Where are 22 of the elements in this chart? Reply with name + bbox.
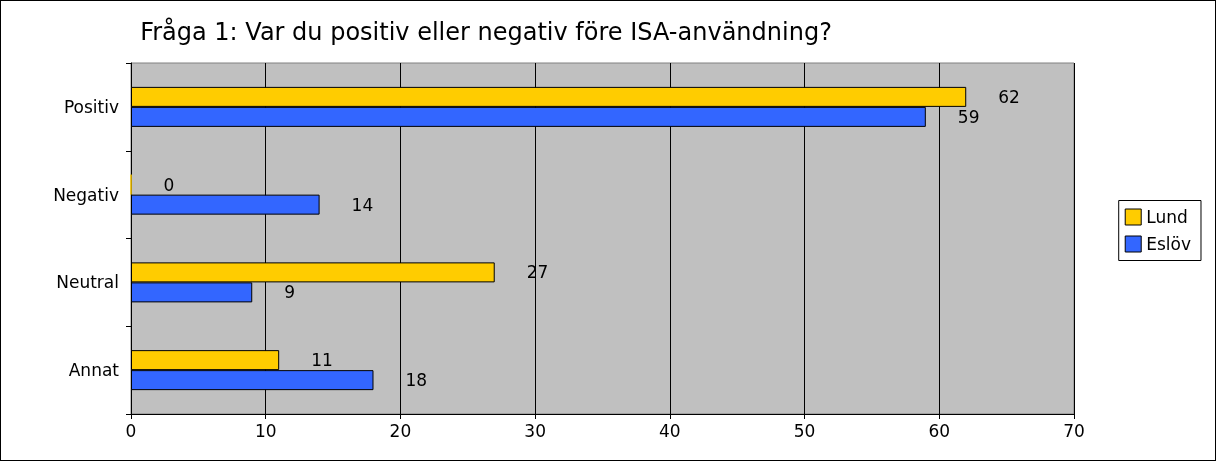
y-tick-label: Annat: [68, 360, 120, 381]
y-tick-label: Positiv: [63, 96, 119, 117]
x-tick-label: 20: [389, 420, 412, 441]
data-label: 18: [405, 370, 428, 391]
data-label: 14: [351, 194, 374, 215]
x-tick-label: 10: [254, 420, 277, 441]
x-tick-label: 0: [125, 420, 137, 441]
x-tick-label: 60: [928, 420, 951, 441]
x-tick-label: 50: [793, 420, 816, 441]
data-label: 62: [998, 86, 1020, 107]
chart-title: Fråga 1: Var du positiv eller negativ före ISA-användning?: [140, 17, 832, 46]
data-label: 11: [311, 350, 333, 371]
x-tick-label: 40: [659, 420, 681, 441]
x-tick-label: 30: [524, 420, 546, 441]
y-tick-label: Negativ: [53, 184, 119, 205]
data-label: 0: [163, 174, 175, 195]
data-label: 9: [284, 282, 296, 303]
legend-label: Lund: [1146, 207, 1188, 227]
data-label: 59: [957, 106, 980, 127]
y-tick-label: Neutral: [56, 272, 119, 293]
legend-label: Eslöv: [1146, 234, 1192, 254]
x-tick-label: 70: [1063, 420, 1085, 441]
